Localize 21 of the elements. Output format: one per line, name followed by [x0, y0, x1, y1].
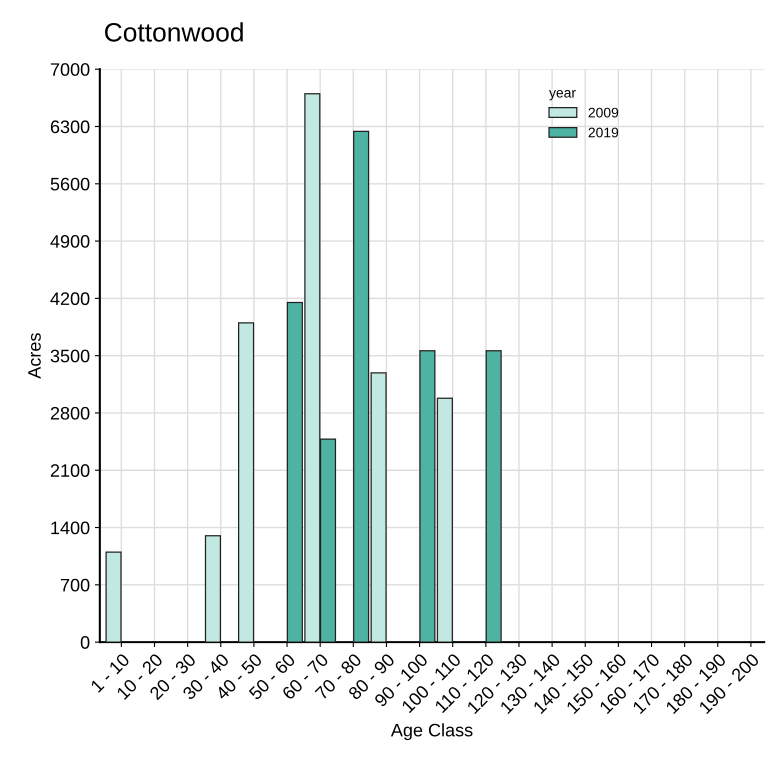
y-tick-label: 2100 [50, 464, 90, 477]
y-tick-label: 2800 [50, 406, 90, 420]
y-tick-label: 4200 [50, 292, 90, 306]
y-axis-title: Acres [28, 333, 41, 379]
legend-label: 2019 [588, 128, 618, 138]
legend-title: year [549, 90, 576, 100]
legend-label: 2009 [588, 108, 618, 118]
y-tick-label: 6300 [50, 120, 90, 134]
y-tick-label: 7000 [50, 63, 90, 76]
bar [204, 535, 222, 642]
y-tick-label: 1400 [51, 521, 90, 534]
bar [238, 322, 254, 642]
y-tick-label: 700 [60, 578, 90, 592]
x-axis-title: Age Class [390, 723, 472, 740]
y-tick-label: 0 [80, 636, 90, 649]
y-tick-label: 5600 [50, 178, 90, 191]
bar [486, 350, 502, 642]
y-tick-label: 4900 [50, 235, 90, 248]
bar [105, 551, 122, 642]
chart-title: Cottonwood [105, 22, 243, 42]
y-tick-label: 3500 [50, 350, 90, 362]
